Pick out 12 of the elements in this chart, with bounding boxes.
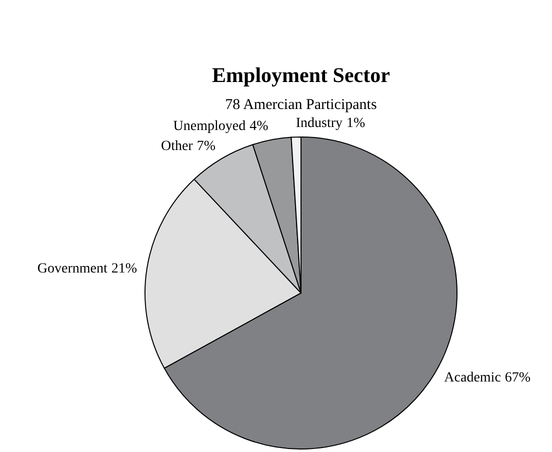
chart-title: Employment Sector [212, 63, 390, 87]
slice-label: Unemployed [173, 118, 246, 134]
slice-label: Academic [444, 370, 501, 386]
data-label: 1% [346, 116, 366, 132]
data-label: 21% [111, 261, 138, 276]
slice-label: Industry [296, 116, 343, 132]
data-label: 67% [504, 370, 531, 386]
data-label: 7% [196, 138, 216, 154]
data-label: 4% [250, 118, 269, 134]
slice-label: Government [37, 261, 108, 276]
chart-subtitle: 78 Amercian Participants [225, 97, 377, 113]
slice-label: Other [160, 138, 194, 154]
